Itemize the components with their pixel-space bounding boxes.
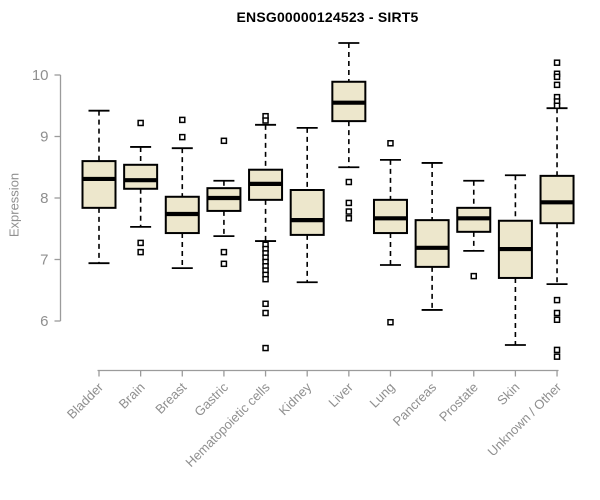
outlier-point — [387, 140, 394, 147]
x-tick-label-gastric: Gastric — [191, 379, 231, 419]
outlier-point — [262, 309, 269, 317]
outlier-point — [553, 353, 561, 360]
box-brain — [123, 119, 159, 256]
x-tick-label-skin: Skin — [494, 380, 522, 408]
outlier-point — [553, 316, 561, 324]
outlier-point — [553, 102, 561, 109]
x-tick-label-bladder: Bladder — [64, 379, 107, 422]
outlier-point — [220, 248, 228, 256]
outlier-point — [179, 116, 186, 124]
box-bladder — [81, 109, 117, 265]
outlier-point — [345, 208, 353, 215]
outlier-point — [262, 275, 269, 283]
box-unknown-other — [539, 59, 575, 360]
x-tick-label-kidney: Kidney — [276, 379, 315, 418]
outlier-point — [345, 178, 353, 186]
outlier-point — [220, 260, 228, 268]
outlier-point — [345, 199, 353, 207]
iqr-box — [81, 160, 117, 209]
box-lung — [372, 140, 408, 326]
y-tick-label: 9 — [40, 129, 48, 146]
outlier-point — [220, 137, 228, 145]
y-tick-label: 6 — [40, 313, 48, 330]
outlier-point — [553, 296, 561, 304]
outlier-point — [262, 344, 269, 352]
x-tick-label-brain: Brain — [116, 380, 148, 412]
outlier-point — [137, 239, 144, 247]
outlier-point — [137, 119, 144, 127]
outlier-point — [553, 81, 561, 89]
x-tick-label-breast: Breast — [152, 379, 189, 416]
box-gastric — [206, 137, 242, 268]
iqr-box — [289, 189, 325, 236]
outlier-point — [262, 300, 269, 308]
box-liver — [331, 42, 367, 222]
iqr-box — [123, 163, 159, 190]
x-tick-label-liver: Liver — [325, 379, 356, 410]
box-breast — [164, 116, 200, 270]
x-tick-label-pancreas: Pancreas — [390, 379, 440, 429]
box-kidney — [289, 126, 325, 284]
x-tick-label-lung: Lung — [367, 380, 398, 411]
outlier-point — [262, 117, 269, 124]
outlier-point — [387, 318, 394, 326]
iqr-box — [414, 219, 450, 268]
outlier-point — [553, 59, 561, 66]
y-tick-label: 10 — [32, 67, 49, 84]
box-prostate — [456, 179, 492, 280]
box-skin — [497, 174, 533, 346]
box-hematopoietic-cells — [248, 112, 284, 352]
y-tick-label: 8 — [40, 190, 48, 207]
x-tick-label-prostate: Prostate — [436, 380, 481, 425]
outlier-point — [553, 346, 561, 354]
outlier-point — [470, 272, 478, 280]
y-axis: 6 7 8 9 10 — [32, 67, 62, 330]
outlier-point — [553, 309, 561, 317]
outlier-point — [137, 248, 144, 256]
outlier-point — [179, 133, 186, 141]
box-pancreas — [414, 162, 450, 311]
y-tick-label: 7 — [40, 252, 48, 269]
chart-title: ENSG00000124523 - SIRT5 — [236, 9, 419, 25]
outlier-point — [553, 73, 561, 81]
x-tick-label-unknown-other: Unknown / Other — [485, 379, 565, 459]
outlier-point — [345, 215, 353, 222]
iqr-box — [539, 174, 575, 225]
